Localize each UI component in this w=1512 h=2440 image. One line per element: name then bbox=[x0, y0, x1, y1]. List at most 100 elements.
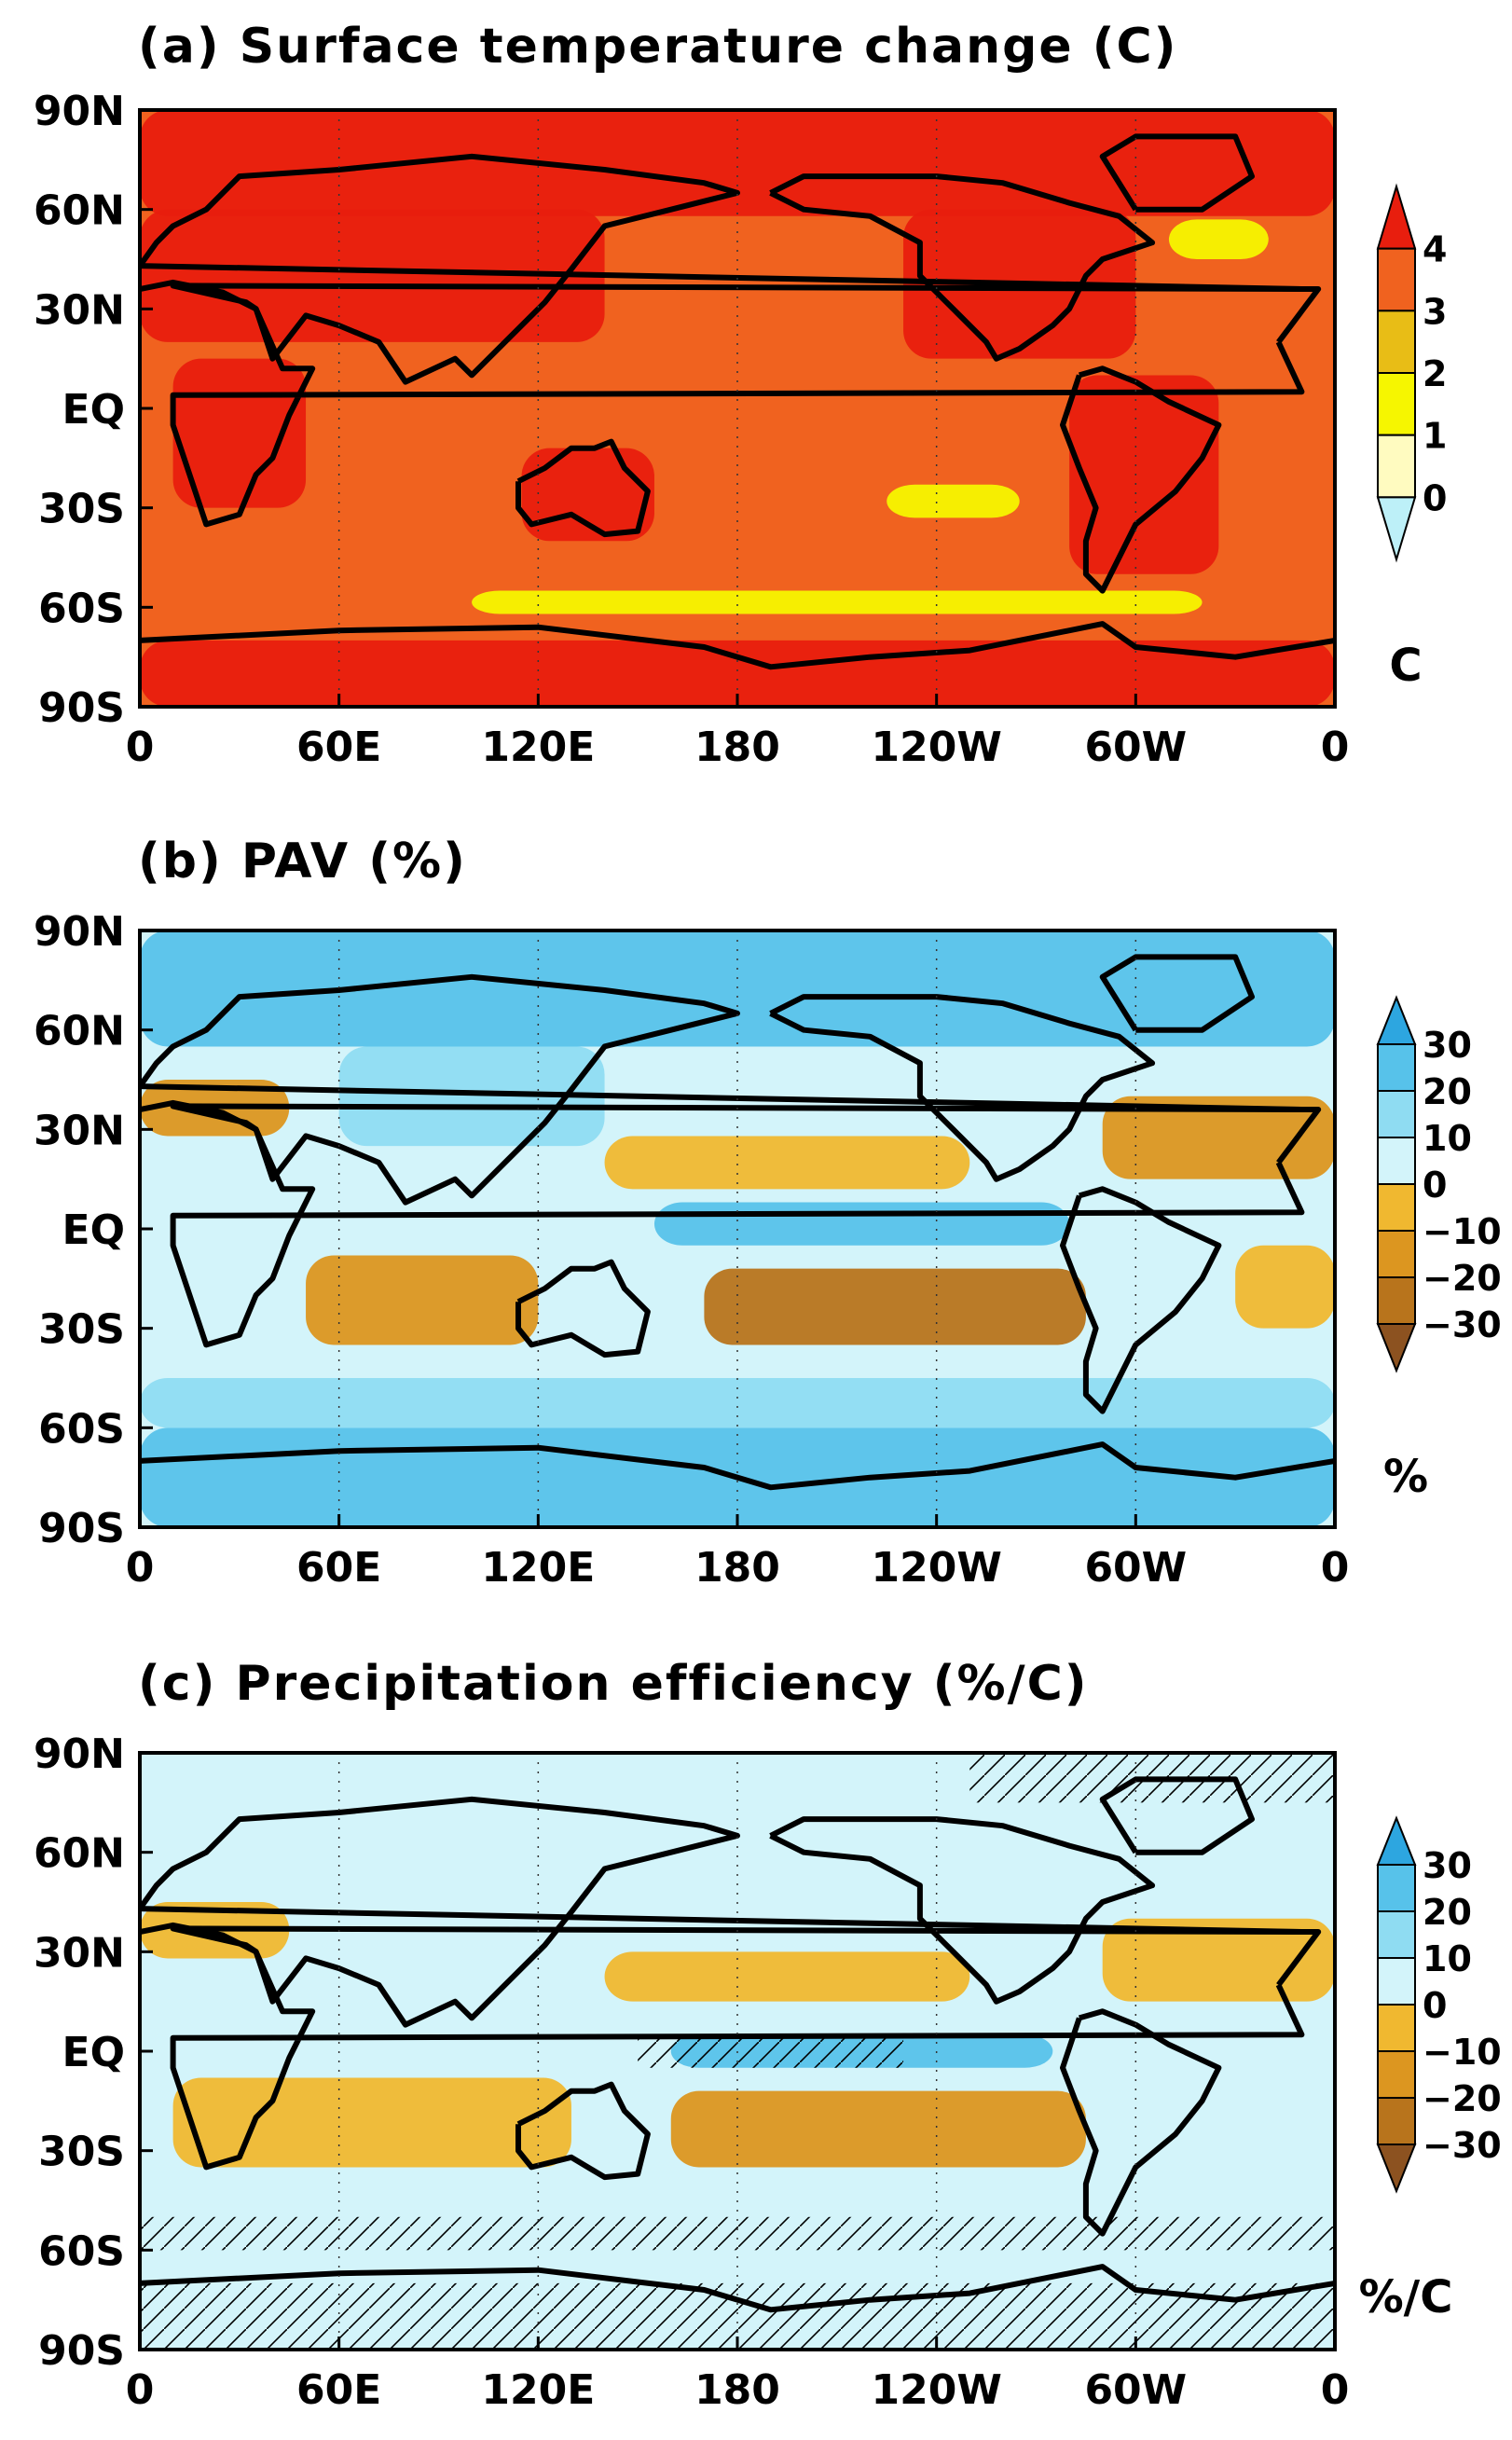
region-arctic bbox=[140, 110, 1335, 216]
colorbar-label: 20 bbox=[1423, 1892, 1472, 1933]
x-tick-label: 0 bbox=[1321, 2366, 1350, 2414]
region-south-pacific-minimum bbox=[887, 484, 1020, 518]
coastline-3 bbox=[769, 173, 1156, 362]
colorbar-label: 10 bbox=[1423, 1118, 1472, 1159]
panel-a: (a) Surface temperature change (C) 0 60E 1… bbox=[0, 0, 1512, 811]
y-tick-label: 30N bbox=[34, 1107, 125, 1154]
y-tick-label: 90S bbox=[38, 2327, 125, 2375]
colorbar-label: 10 bbox=[1423, 1938, 1472, 1979]
colorbar-arrow-bottom bbox=[1376, 2144, 1417, 2194]
y-tick-label: 60N bbox=[34, 1008, 125, 1055]
coastline-2 bbox=[515, 1259, 651, 1358]
x-tick-label: 60E bbox=[296, 1544, 381, 1592]
coastline-0 bbox=[140, 153, 1302, 385]
region-north-atlantic-subtropics bbox=[1102, 1096, 1335, 1179]
coastline-6 bbox=[140, 1441, 1335, 1491]
coastline-1 bbox=[170, 1103, 1322, 1348]
x-tick-label: 120W bbox=[871, 1544, 1001, 1592]
coastline-2 bbox=[515, 438, 651, 538]
y-tick-label: 90N bbox=[34, 88, 125, 135]
panel-c: (c) Precipitation efficiency (%/C) 0 60E 1… bbox=[0, 1632, 1512, 2440]
x-tick-label: 60E bbox=[296, 2366, 381, 2414]
temperature-map: 0 60E 120E 180 120W 60W 0 90N 60N 30N EQ 30S 60S 90S 4… bbox=[34, 88, 1448, 771]
x-tick-label: 60W bbox=[1084, 1544, 1187, 1592]
x-tick-label: 180 bbox=[694, 1544, 780, 1592]
coastline-4 bbox=[1060, 1186, 1222, 1414]
colorbar-segment bbox=[1377, 434, 1416, 499]
colorbar-segment bbox=[1377, 2004, 1416, 2052]
y-tick-label: EQ bbox=[62, 2029, 125, 2076]
colorbar-label: 30 bbox=[1423, 1845, 1472, 1886]
colorbar-segment bbox=[1377, 2050, 1416, 2099]
y-tick-label: 90N bbox=[34, 1730, 125, 1778]
y-tick-label: 60S bbox=[38, 585, 125, 632]
region-south-atlantic bbox=[1235, 1245, 1335, 1329]
coastline-4 bbox=[1060, 2008, 1222, 2237]
map-field bbox=[140, 931, 1335, 1527]
colorbar-label: −30 bbox=[1423, 2125, 1502, 2166]
hatch-southern-ocean-significance bbox=[140, 2216, 1335, 2251]
region-equatorial-pacific bbox=[653, 1202, 1070, 1246]
region-north-atlantic-subtropics bbox=[1102, 1918, 1335, 2002]
colorbar-label: −20 bbox=[1423, 2078, 1502, 2119]
panel-b: (b) PAV (%) 0 60E 120E 180 120W 60W 0 90N 60N 30N… bbox=[0, 811, 1512, 1632]
y-tick-label: 60N bbox=[34, 187, 125, 235]
region-north-pacific-subtropics bbox=[604, 1951, 970, 2002]
precip-efficiency-map: 0 60E 120E 180 120W 60W 0 90N 60N 30N EQ 30S 60S 90S 3… bbox=[34, 1730, 1502, 2414]
y-tick-label: 30N bbox=[34, 286, 125, 334]
y-tick-label: 60S bbox=[38, 2227, 125, 2275]
colorbar-unit: %/C bbox=[1359, 2271, 1453, 2323]
coastline-1 bbox=[170, 283, 1322, 528]
coastline-6 bbox=[140, 2264, 1335, 2313]
region-south-indian-ocean bbox=[172, 2077, 571, 2168]
colorbar-unit: C bbox=[1389, 640, 1422, 692]
colorbar-label: 0 bbox=[1423, 477, 1447, 518]
colorbar-segment bbox=[1377, 1957, 1416, 2006]
colorbar-segment bbox=[1377, 1043, 1416, 1092]
region-north-atlantic-minimum bbox=[1168, 219, 1269, 259]
colorbar-segment bbox=[1377, 2097, 1416, 2145]
colorbar-segment bbox=[1377, 1230, 1416, 1278]
colorbar-arrow-top bbox=[1376, 183, 1417, 250]
map-field bbox=[140, 110, 1335, 707]
y-tick-label: 30N bbox=[34, 1929, 125, 1977]
colorbar-label: −30 bbox=[1423, 1304, 1502, 1345]
x-tick-label: 120E bbox=[481, 2366, 595, 2414]
x-tick-label: 180 bbox=[694, 2366, 780, 2414]
x-tick-label: 180 bbox=[694, 724, 780, 771]
colorbar-label: 0 bbox=[1423, 1985, 1447, 2026]
colorbar-label: −10 bbox=[1423, 2032, 1502, 2073]
colorbar-segment bbox=[1377, 1276, 1416, 1325]
colorbar-label: 20 bbox=[1423, 1071, 1472, 1112]
colorbar-segment bbox=[1377, 1864, 1416, 1912]
coastline-4 bbox=[1060, 365, 1222, 594]
y-tick-label: 30S bbox=[38, 486, 125, 533]
coastline-3 bbox=[769, 994, 1156, 1182]
coastline-5 bbox=[1099, 133, 1255, 213]
x-tick-label: 120E bbox=[481, 724, 595, 771]
x-tick-label: 60W bbox=[1084, 2366, 1187, 2414]
region-south-america bbox=[1069, 375, 1219, 574]
coastline-1 bbox=[170, 1925, 1322, 2171]
region-south-pacific-subtropics bbox=[670, 2090, 1086, 2168]
colorbar-label: −20 bbox=[1423, 1258, 1502, 1299]
region-antarctic bbox=[140, 640, 1335, 707]
region-southern-ocean-minimum bbox=[472, 590, 1203, 614]
y-tick-label: 60S bbox=[38, 1405, 125, 1453]
coastline-3 bbox=[769, 1816, 1156, 2005]
colorbar-label: 2 bbox=[1423, 353, 1447, 394]
colorbar-label: 30 bbox=[1423, 1025, 1472, 1066]
colorbar-label: 0 bbox=[1423, 1165, 1447, 1206]
region-north-pacific-subtropics bbox=[604, 1136, 970, 1190]
colorbar-segment bbox=[1377, 1183, 1416, 1232]
region-south-indian-ocean bbox=[306, 1255, 539, 1345]
x-tick-label: 120E bbox=[481, 1544, 595, 1592]
panel-title: (a) Surface temperature change (C) bbox=[138, 19, 1178, 75]
x-tick-label: 0 bbox=[126, 2366, 155, 2414]
y-tick-label: 30S bbox=[38, 2129, 125, 2176]
x-tick-label: 0 bbox=[1321, 724, 1350, 771]
coastline-5 bbox=[1099, 954, 1255, 1033]
y-tick-label: 90S bbox=[38, 1505, 125, 1552]
hatch-equatorial-pacific-significance bbox=[638, 2034, 904, 2068]
coastline-0 bbox=[140, 1796, 1302, 2028]
